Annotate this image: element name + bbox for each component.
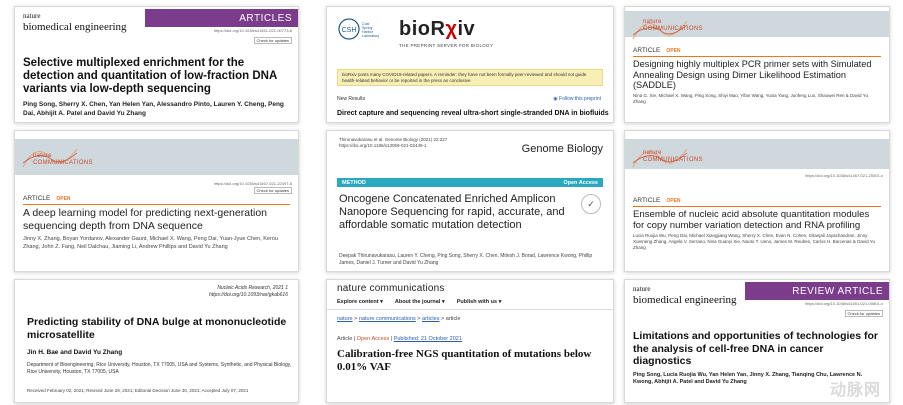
check-updates-button[interactable]: Check for updates: [253, 37, 292, 44]
author-list: Lucia Ruojia Wu, Peng Dai, Michael Xiang…: [633, 233, 876, 251]
author-list: Nina G. Xie, Michael X. Wang, Ping Song,…: [633, 92, 868, 104]
article-meta: Article | Open Access | Published: 21 Oc…: [337, 336, 462, 342]
crumb-nature-comms[interactable]: nature communications: [358, 316, 416, 322]
paper-title: Direct capture and sequencing reveal ult…: [337, 110, 609, 117]
divider: [633, 56, 881, 57]
journal-header: nature COMMUNICATIONS: [625, 139, 889, 169]
svg-text:CSH: CSH: [342, 27, 357, 34]
svg-text:Cold: Cold: [362, 22, 369, 26]
site-nav: Explore content ▾ About the journal ▾ Pu…: [337, 299, 501, 305]
covid-notice: bioRxiv posts many COVID19-related paper…: [337, 69, 603, 86]
chevron-down-icon: ▾: [441, 299, 445, 305]
svg-text:Harbor: Harbor: [362, 30, 374, 34]
author-list: Deepak Thirunavukarasu, Lauren Y. Cheng,…: [339, 253, 593, 266]
paper-title: Limitations and opportunities of technol…: [633, 330, 878, 367]
paper-title: Predicting stability of DNA bulge at mon…: [27, 316, 287, 341]
nav-explore-content[interactable]: Explore content ▾: [337, 299, 383, 305]
crumb-articles[interactable]: articles: [422, 316, 440, 322]
paper-title: Ensemble of nucleic acid absolute quanti…: [633, 209, 870, 231]
divider: [23, 204, 290, 205]
nature-comms-logo: [631, 143, 691, 173]
check-updates-button[interactable]: Check for updates: [253, 187, 292, 194]
article-type-band: REVIEW ARTICLE: [745, 282, 889, 300]
affiliations: Department of Bioengineering, Rice Unive…: [27, 362, 292, 375]
card-ncomms-saddle[interactable]: nature COMMUNICATIONS ARTICLE OPEN Designi…: [624, 6, 890, 123]
article-label: ARTICLE OPEN: [633, 47, 681, 54]
nature-comms-logo: [631, 15, 691, 45]
card-genome-biology[interactable]: Thirunavukarasu et al. Genome Biology (2…: [326, 130, 614, 272]
published-date[interactable]: Published: 21 October 2021: [393, 336, 462, 342]
journal-name: Genome Biology: [521, 143, 603, 155]
doi-text: https://doi.org/10.1038/s41551-021-00801…: [805, 301, 883, 306]
paper-title: Designing highly multiplex PCR primer se…: [633, 59, 872, 90]
chevron-down-icon: ▾: [380, 299, 383, 305]
check-updates-icon[interactable]: ✓: [581, 194, 601, 214]
crumb-nature[interactable]: nature: [337, 316, 353, 322]
doi-text: https://doi.org/10.1038/s41467-021-25001…: [805, 173, 883, 178]
card-biorxiv-ssdna[interactable]: CSH Cold Spring Harbor Laboratory bioRχi…: [326, 6, 614, 123]
card-ncomms-calibration-free[interactable]: nature communications Explore content ▾ …: [326, 279, 614, 403]
author-list: Ping Song, Lucia Ruojia Wu, Yan Helen Ya…: [633, 371, 863, 386]
follow-preprint-link[interactable]: ◉ Follow this preprint: [553, 96, 601, 102]
csh-logo: CSH Cold Spring Harbor Laboratory: [337, 15, 397, 45]
nav-publish-with-us[interactable]: Publish with us ▾: [456, 299, 502, 305]
article-type-band: ARTICLES: [145, 9, 298, 27]
author-list: Ping Song, Sherry X. Chen, Yan Helen Yan…: [23, 101, 284, 117]
svg-text:Spring: Spring: [362, 26, 372, 30]
author-list: Jinny X. Zhang, Boyan Yordanov, Alexande…: [23, 236, 278, 250]
doi-text: https://doi.org/10.1038/s41551-021-00773…: [213, 28, 292, 33]
doi-text: https://doi.org/10.1038/s41467-021-22497…: [213, 181, 292, 186]
bell-icon: ◉: [553, 96, 560, 102]
chevron-down-icon: ▾: [498, 299, 502, 305]
site-header: nature communications Explore content ▾ …: [327, 280, 613, 310]
paper-title: A deep learning model for predicting nex…: [23, 207, 267, 232]
paper-title: Oncogene Concatenated Enriched Amplicon …: [339, 193, 565, 231]
svg-text:Laboratory: Laboratory: [362, 34, 379, 38]
journal-logo: nature biomedical engineering: [633, 285, 737, 306]
watermark: 动脉网: [829, 382, 881, 399]
biorxiv-logo: bioRχiv: [399, 18, 476, 40]
crumb-article: article: [445, 316, 461, 322]
journal-header: nature COMMUNICATIONS: [625, 11, 889, 40]
journal-header: nature COMMUNICATIONS: [15, 139, 298, 175]
biorxiv-subtitle: THE PREPRINT SERVER FOR BIOLOGY: [399, 43, 494, 48]
journal-header: nature biomedical engineering ARTICLES h…: [15, 7, 298, 35]
author-list: Jin H. Bae and David Yu Zhang: [27, 349, 123, 356]
paper-title: Selective multiplexed enrichment for the…: [23, 57, 277, 95]
card-ncomms-ensemble[interactable]: nature COMMUNICATIONS https://doi.org/10.…: [624, 130, 890, 272]
paper-title: Calibration-free NGS quantitation of mut…: [337, 348, 592, 373]
card-nbme-selective-enrichment[interactable]: nature biomedical engineering ARTICLES h…: [14, 6, 299, 123]
received-dates: Received February 02, 2021; Revised June…: [27, 388, 249, 393]
journal-header: nature biomedical engineering REVIEW ART…: [625, 280, 889, 308]
article-label: ARTICLE OPEN: [633, 197, 681, 204]
article-label: ARTICLE OPEN: [23, 195, 71, 202]
nature-comms-logo: [21, 143, 81, 173]
method-band: METHOD Open Access: [337, 178, 603, 187]
section-label: New Results: [337, 96, 366, 102]
citation-meta: Thirunavukarasu et al. Genome Biology (2…: [339, 137, 448, 148]
journal-logo: nature biomedical engineering: [23, 12, 127, 33]
citation-meta: Nucleic Acids Research, 2021 1 https://do…: [209, 285, 288, 298]
card-nar-dna-bulge[interactable]: Nucleic Acids Research, 2021 1 https://do…: [14, 279, 299, 403]
breadcrumb: nature > nature communications > article…: [337, 316, 461, 322]
check-updates-button[interactable]: Check for updates: [844, 310, 883, 317]
card-nbme-cfdna-review[interactable]: nature biomedical engineering REVIEW ART…: [624, 279, 890, 403]
journal-name[interactable]: nature communications: [337, 283, 445, 294]
nav-about-journal[interactable]: About the journal ▾: [394, 299, 445, 305]
divider: [633, 206, 881, 207]
card-ncomms-deep-learning[interactable]: nature COMMUNICATIONS https://doi.org/10.…: [14, 130, 299, 272]
